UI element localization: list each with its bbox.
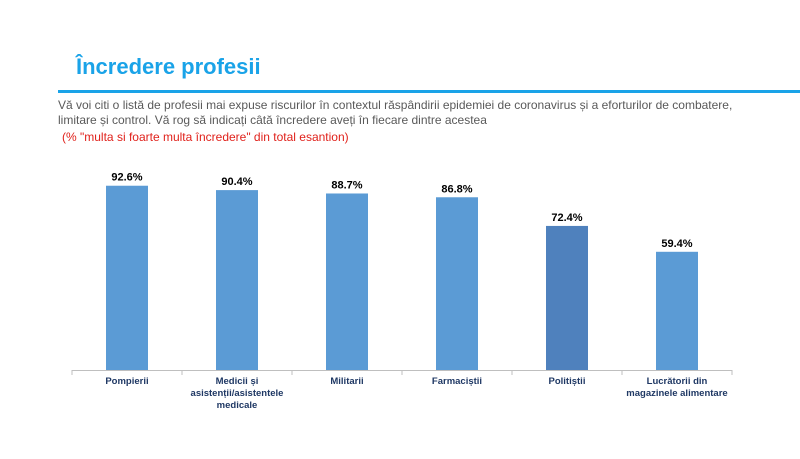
bar-value-label-4: 86.8%: [441, 183, 472, 195]
category-label-6: Lucrătorii din magazinele alimentare: [626, 376, 727, 399]
bar-3: [326, 193, 368, 370]
question-text: Vă voi citi o listă de profesii mai expu…: [58, 98, 733, 127]
category-label-1: Pompierii: [105, 376, 148, 387]
category-label-3: Militarii: [330, 376, 363, 387]
bar-value-label-2: 90.4%: [221, 176, 252, 188]
title-underline: [58, 90, 800, 93]
category-label-2: Medicii și asistenții/asistentele medicale: [191, 376, 284, 411]
chart-note: (% "multa si foarte multa încredere" din…: [62, 130, 349, 144]
bar-value-label-6: 59.4%: [661, 238, 692, 250]
bar-6: [656, 251, 698, 370]
bar-value-label-3: 88.7%: [331, 179, 362, 191]
bar-value-label-1: 92.6%: [111, 172, 142, 184]
bar-5: [546, 225, 588, 370]
category-label-5: Politiștii: [549, 376, 586, 387]
category-label-4: Farmaciștii: [432, 376, 482, 387]
bar-2: [216, 190, 258, 370]
bar-value-label-5: 72.4%: [551, 212, 582, 224]
page-title: Încredere profesii: [76, 54, 261, 79]
bar-4: [436, 197, 478, 370]
bar-1: [106, 185, 148, 370]
